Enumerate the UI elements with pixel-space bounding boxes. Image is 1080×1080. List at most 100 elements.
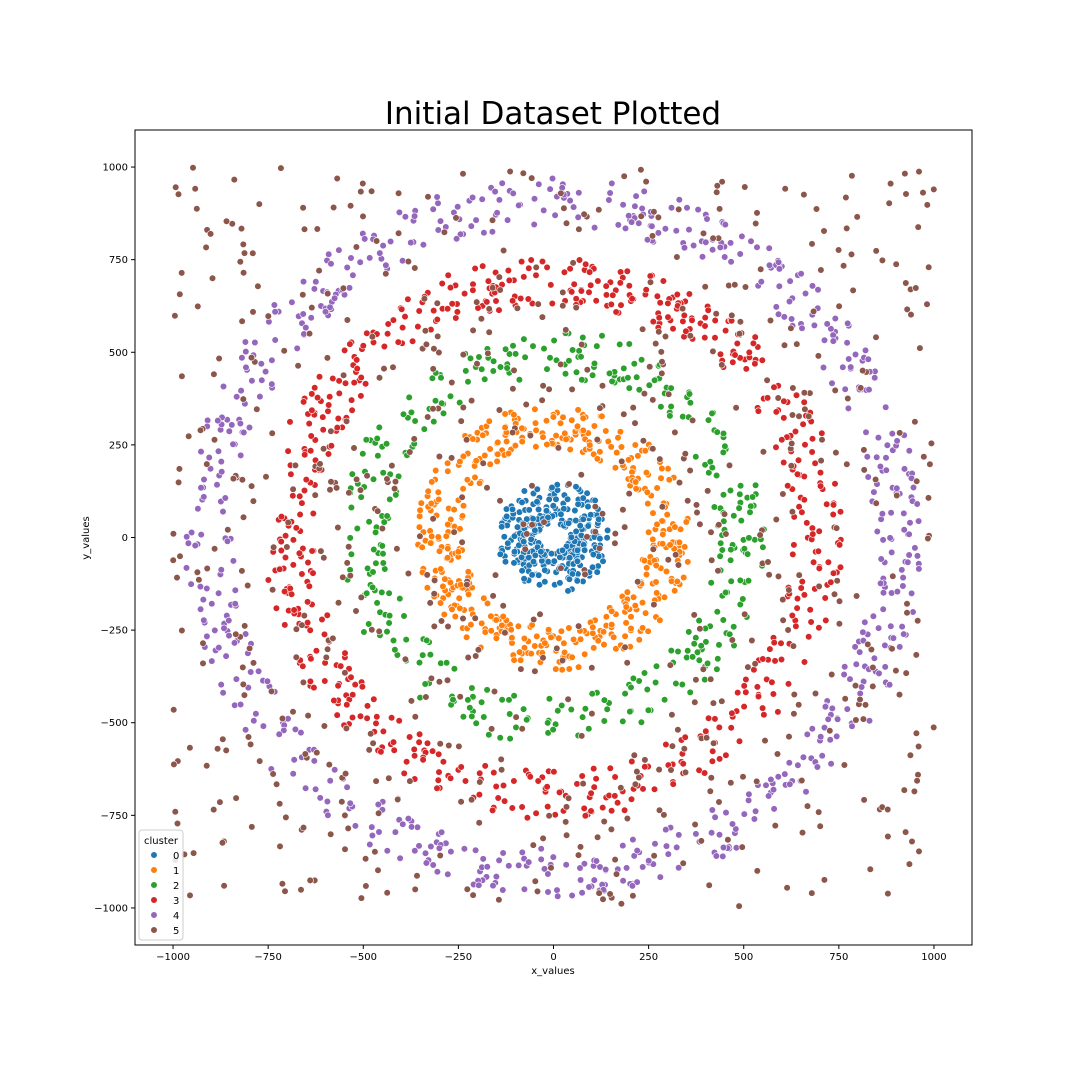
data-point <box>914 742 923 751</box>
data-point <box>817 457 825 465</box>
data-point <box>205 453 213 462</box>
data-point <box>264 312 272 320</box>
data-point <box>500 246 508 255</box>
data-point <box>225 616 233 625</box>
data-point <box>542 507 551 515</box>
data-point <box>631 601 639 610</box>
data-point <box>446 284 455 292</box>
data-point <box>315 373 324 381</box>
data-point <box>860 446 868 454</box>
data-point <box>826 727 834 735</box>
data-point <box>679 859 687 867</box>
data-point <box>557 627 566 635</box>
data-point <box>909 483 918 492</box>
data-point <box>914 617 922 625</box>
data-point <box>503 364 511 372</box>
data-point <box>668 711 676 719</box>
data-point <box>652 578 660 586</box>
data-point <box>489 592 497 600</box>
data-point <box>300 398 308 406</box>
data-point <box>923 300 931 308</box>
data-point <box>619 201 627 209</box>
data-point <box>249 249 257 257</box>
data-point <box>719 843 728 852</box>
data-point <box>375 627 383 636</box>
data-point <box>715 798 723 806</box>
data-point <box>623 267 631 275</box>
data-point <box>326 486 334 494</box>
data-point <box>375 374 384 382</box>
data-point <box>415 658 424 667</box>
data-point <box>284 447 292 455</box>
data-point <box>814 547 823 555</box>
data-point <box>853 213 861 221</box>
data-point <box>590 422 599 430</box>
data-point <box>501 629 509 637</box>
data-point <box>472 719 480 727</box>
data-point <box>197 605 205 613</box>
data-point <box>722 751 730 759</box>
data-point <box>231 600 239 608</box>
data-point <box>545 812 553 820</box>
data-point <box>343 701 351 709</box>
data-point <box>711 316 719 325</box>
data-point <box>744 796 753 805</box>
data-point <box>744 577 753 585</box>
data-point <box>611 539 619 547</box>
data-point <box>508 297 517 305</box>
data-point <box>369 568 377 576</box>
data-point <box>820 336 829 344</box>
data-point <box>684 647 692 655</box>
data-point <box>595 544 604 552</box>
data-point <box>363 714 371 722</box>
data-point <box>637 166 645 174</box>
data-point <box>619 506 627 514</box>
data-point <box>869 612 878 620</box>
data-point <box>510 548 519 556</box>
data-point <box>562 435 570 443</box>
data-point <box>600 717 608 725</box>
data-point <box>711 715 719 723</box>
data-point <box>407 239 415 247</box>
data-point <box>321 677 329 685</box>
data-point <box>439 758 448 766</box>
data-point <box>223 537 232 545</box>
data-point <box>708 464 716 472</box>
data-point <box>757 278 765 286</box>
data-point <box>548 174 557 183</box>
data-point <box>681 733 689 741</box>
data-point <box>715 755 724 763</box>
data-point <box>903 609 911 617</box>
data-point <box>751 807 760 815</box>
data-point <box>478 619 486 628</box>
data-point <box>498 766 506 774</box>
data-point <box>509 385 517 393</box>
data-point <box>175 478 183 487</box>
data-point <box>329 634 337 643</box>
data-point <box>278 880 287 888</box>
data-point <box>900 509 908 518</box>
data-point <box>605 369 614 378</box>
data-point <box>346 799 354 807</box>
data-point <box>830 590 839 598</box>
data-point <box>258 376 266 384</box>
legend-marker-4 <box>150 911 158 919</box>
data-point <box>501 410 509 418</box>
data-point <box>698 253 707 261</box>
data-point <box>600 817 608 826</box>
data-point <box>238 317 246 325</box>
data-point <box>459 614 467 623</box>
data-point <box>794 456 803 464</box>
data-point <box>701 283 709 291</box>
data-point <box>816 469 825 477</box>
data-point <box>625 282 633 290</box>
data-point <box>489 881 497 890</box>
data-point <box>548 299 556 308</box>
data-point <box>835 597 844 605</box>
data-point <box>930 723 938 732</box>
data-point <box>307 655 315 663</box>
data-point <box>584 522 592 530</box>
data-point <box>659 530 667 539</box>
data-point <box>805 412 813 420</box>
data-point <box>238 354 246 362</box>
